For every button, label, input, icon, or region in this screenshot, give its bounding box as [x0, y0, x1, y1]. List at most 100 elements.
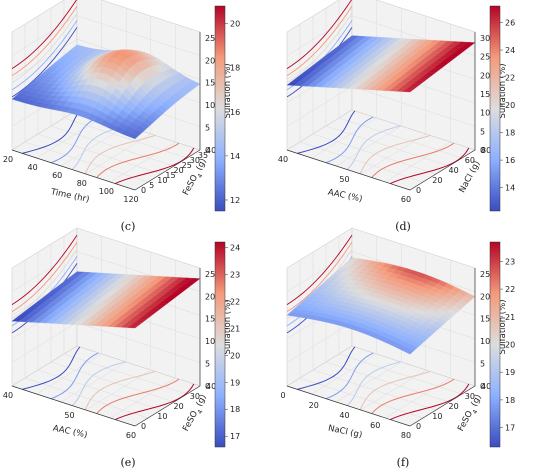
wall-contour: [286, 12, 353, 84]
z-tick-label: 15: [480, 315, 490, 324]
x-axis-label: AAC (%): [52, 424, 88, 441]
colorbar-tick-label: 16: [230, 108, 240, 117]
panel-letter: (e): [120, 456, 135, 469]
grid-line: [311, 117, 377, 159]
colorbar: [214, 5, 226, 212]
colorbar-tick-label: 12: [230, 196, 240, 205]
grid-line: [286, 322, 353, 363]
grid-line: [24, 141, 149, 183]
y-tick-label: 0: [141, 186, 146, 195]
surface-patch: [127, 132, 139, 139]
x-tick-label: 50: [339, 175, 349, 184]
colorbar-tick-label: 23: [230, 270, 240, 279]
wall-contour: [286, 241, 353, 313]
grid-line: [110, 141, 176, 183]
grid-line: [36, 353, 102, 395]
surface-patch: [402, 88, 415, 93]
z-axis-label: Sulfation (%): [498, 299, 508, 354]
grid-line: [11, 38, 78, 80]
colorbar-tick-label: 22: [505, 285, 515, 294]
y-tick-label: 20: [174, 166, 184, 175]
grid-line: [286, 86, 353, 127]
colorbar-tick-label: 24: [505, 46, 515, 55]
z-tick-label: 15: [480, 90, 490, 99]
colorbar-tick-label: 20: [505, 341, 515, 350]
floor-contour: [115, 147, 195, 185]
z-tick-label: 0: [480, 382, 485, 391]
grid-line: [336, 361, 402, 403]
z-tick-label: 0: [205, 146, 210, 155]
grid-line: [338, 117, 463, 159]
grid-line: [85, 369, 151, 411]
x-axis-line: [11, 149, 136, 191]
z-tick-label: 5: [205, 360, 210, 369]
floor-contour: [371, 378, 455, 414]
y-tick-label: 40: [206, 146, 216, 155]
grid-line: [36, 117, 102, 159]
colorbar-tick-label: 17: [505, 424, 515, 433]
y-tick-label: 10: [432, 412, 442, 421]
grid-line: [11, 322, 78, 363]
grid-line: [50, 361, 175, 403]
wall-contour: [11, 20, 78, 91]
grid-line: [110, 377, 176, 419]
floor-contour: [325, 352, 374, 400]
colorbar-tick-label: 22: [230, 297, 240, 306]
z-tick-label: 25: [480, 53, 490, 62]
grid-line: [299, 141, 424, 183]
y-axis-line: [409, 385, 476, 427]
grid-line: [311, 353, 377, 395]
x-tick-label: 120: [123, 195, 138, 204]
colorbar-tick-label: 21: [505, 313, 515, 322]
x-axis-line: [286, 385, 411, 427]
y-axis-label: FeSO4 (g): [456, 393, 486, 434]
floor-contour: [50, 352, 99, 400]
y-tick-label: 25: [182, 161, 192, 170]
x-tick-label: 60: [370, 421, 380, 430]
y-tick-label: 0: [141, 422, 146, 431]
grid-line: [325, 125, 450, 167]
y-axis-line: [134, 149, 201, 191]
y-tick-label: 0: [416, 186, 421, 195]
z-axis-label: Sulfation (%): [223, 63, 233, 118]
y-tick-label: 40: [449, 166, 459, 175]
wall-contour: [11, 12, 78, 84]
grid-line: [360, 133, 426, 175]
y-tick-label: 30: [190, 392, 200, 401]
z-tick-label: 10: [205, 101, 215, 110]
floor-contour: [71, 361, 126, 406]
y-tick-label: 80: [481, 146, 491, 155]
x-tick-label: 80: [401, 431, 411, 440]
wall-contour: [286, 5, 353, 77]
z-tick-label: 10: [480, 337, 490, 346]
grid-line: [61, 125, 127, 167]
z-tick-label: 5: [205, 124, 210, 133]
x-tick-label: 60: [52, 171, 62, 180]
colorbar-tick-label: 20: [505, 101, 515, 110]
z-axis-label: Sulfation (%): [223, 299, 233, 354]
x-tick-label: 0: [280, 391, 285, 400]
grid-line: [338, 353, 463, 395]
z-tick-label: 0: [205, 382, 210, 391]
y-tick-label: 15: [165, 171, 175, 180]
colorbar-tick-label: 17: [230, 432, 240, 441]
z-tick-label: 5: [480, 127, 485, 136]
y-tick-label: 20: [432, 176, 442, 185]
grid-line: [360, 369, 426, 411]
floor-contour: [390, 383, 470, 421]
grid-line: [63, 117, 188, 159]
z-tick-label: 0: [480, 146, 485, 155]
y-axis-line: [134, 385, 201, 427]
x-axis-line: [11, 385, 136, 427]
y-tick-label: 10: [157, 412, 167, 421]
panel-letter: (c): [121, 220, 136, 233]
colorbar-tick-label: 18: [230, 405, 240, 414]
colorbar-tick-label: 20: [230, 351, 240, 360]
x-tick-label: 20: [309, 401, 319, 410]
y-tick-label: 40: [481, 382, 491, 391]
surface-patch: [127, 324, 140, 329]
x-tick-label: 100: [99, 187, 114, 196]
